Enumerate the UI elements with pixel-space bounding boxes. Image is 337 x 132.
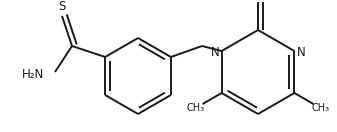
Text: CH₃: CH₃ — [311, 103, 329, 113]
Text: CH₃: CH₃ — [187, 103, 205, 113]
Text: S: S — [58, 0, 66, 13]
Text: N: N — [211, 46, 220, 60]
Text: N: N — [297, 46, 306, 60]
Text: H₂N: H₂N — [22, 67, 44, 81]
